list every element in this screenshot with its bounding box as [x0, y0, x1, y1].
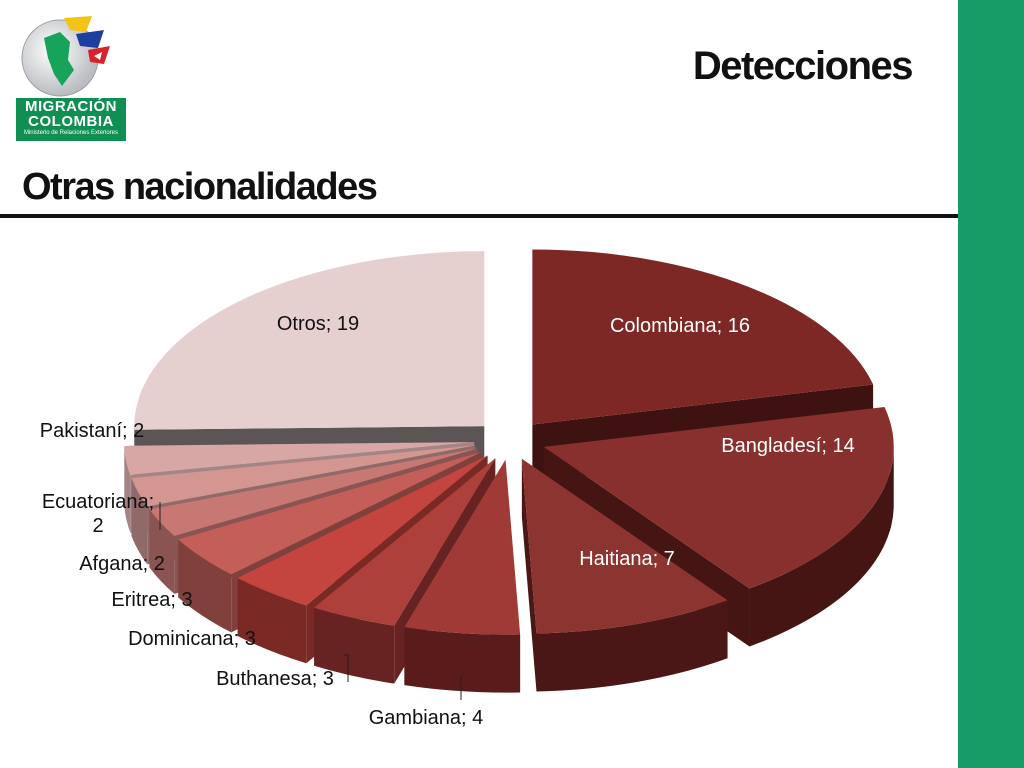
page-title: Detecciones	[692, 44, 914, 88]
leader-lines	[159, 502, 462, 700]
pie-chart: Colombiana; 16 Bangladesí; 14 Haitiana; 7 G…	[40, 249, 894, 729]
pie-slice-top	[131, 445, 476, 507]
data-label-9: Pakistaní; 2	[40, 420, 145, 442]
data-label-2: Haitiana; 7	[579, 548, 675, 570]
pie-slice-rim	[536, 600, 728, 692]
pie-slice-top	[134, 251, 485, 430]
pie-slice-rim	[237, 577, 307, 664]
pie-slice-rim	[149, 509, 175, 594]
title-divider	[0, 214, 958, 218]
data-label-8: Ecuatoriana; 2	[42, 491, 154, 537]
pie-slice-top	[149, 448, 478, 536]
pie-slice-top	[521, 458, 728, 634]
globe-logo-icon	[21, 16, 110, 97]
pie-slice-top	[314, 458, 496, 626]
pie-slice-rim	[131, 478, 148, 565]
logo-line-1: MIGRACIÓN	[25, 98, 117, 115]
pie-slice-rim	[404, 627, 521, 693]
pie-slice-rim	[178, 539, 232, 633]
pie-slice-top	[532, 249, 874, 425]
data-label-5: Dominicana; 3	[128, 628, 256, 650]
pie-slice-top	[124, 442, 475, 475]
data-label-0: Colombiana; 16	[610, 315, 750, 337]
side-accent-bar	[958, 0, 1024, 768]
migracion-colombia-logo: MIGRACIÓN COLOMBIA Ministerio de Relacio…	[14, 12, 132, 142]
leader-line-1	[344, 654, 349, 682]
data-label-6: Eritrea; 3	[111, 589, 192, 611]
pie-slice-rim	[124, 445, 131, 533]
data-labels: Colombiana; 16 Bangladesí; 14 Haitiana; 7 G…	[40, 313, 855, 729]
pie-slice-top	[543, 406, 894, 589]
data-label-3: Gambiana; 4	[369, 707, 484, 729]
data-label-4: Buthanesa; 3	[216, 668, 334, 690]
logo-wordmark: MIGRACIÓN COLOMBIA Ministerio de Relacio…	[16, 98, 126, 141]
logo-subtitle: Ministerio de Relaciones Exteriores	[23, 130, 119, 136]
section-title: Otras nacionalidades	[22, 166, 378, 208]
data-label-7: Afgana; 2	[79, 553, 165, 575]
pie-slice-wall	[521, 458, 537, 692]
pie-slice-3	[404, 459, 521, 693]
data-label-10: Otros; 19	[277, 313, 359, 335]
logo-line-2: COLOMBIA	[28, 113, 114, 130]
pie-slice-2	[521, 458, 728, 692]
pie-slice-top	[178, 451, 482, 575]
data-label-1: Bangladesí; 14	[721, 435, 854, 457]
pie-slices	[124, 249, 894, 693]
pie-slice-rim	[314, 607, 395, 684]
pie-slice-top	[404, 459, 521, 635]
pie-slice-rim	[749, 446, 894, 647]
pie-slice-top	[237, 455, 488, 606]
